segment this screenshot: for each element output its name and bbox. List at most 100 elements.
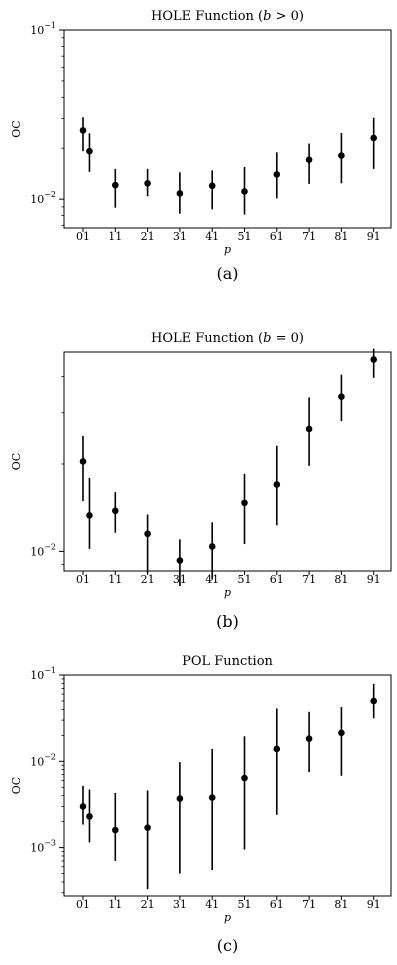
x-tick-label: 11 — [108, 573, 122, 586]
chart-title-variable: b — [263, 331, 271, 346]
data-point — [112, 507, 119, 515]
chart-title: POL Function — [182, 654, 273, 669]
data-point — [144, 180, 151, 187]
data-point — [208, 794, 216, 801]
y-tick-exponent: −1 — [44, 21, 56, 30]
chart-title-variable: b — [263, 9, 271, 24]
chart-title-text: POL Function — [182, 654, 273, 669]
data-point — [144, 824, 151, 832]
y-tick-label: 10−1 — [30, 21, 56, 37]
x-tick-label: 21 — [141, 573, 155, 586]
data-point — [176, 557, 184, 564]
chart-title-text-end: = 0) — [271, 331, 304, 346]
x-tick-label: 31 — [173, 230, 187, 243]
x-tick-label: 71 — [302, 898, 316, 911]
x-tick-label: 71 — [302, 573, 316, 586]
x-tick-label: 11 — [108, 898, 122, 911]
data-point — [338, 393, 345, 400]
y-tick-base: 10 — [30, 842, 44, 855]
chart-title-text: HOLE Function ( — [151, 9, 263, 24]
y-tick-base: 10 — [30, 24, 44, 37]
y-tick-label: 10−2 — [30, 190, 56, 206]
x-tick-label: 01 — [76, 573, 90, 586]
chart-title: HOLE Function (b > 0) — [151, 9, 304, 24]
data-point — [86, 813, 93, 820]
x-tick-label: 51 — [238, 573, 252, 586]
data-point — [144, 530, 151, 538]
data-point — [338, 729, 345, 737]
panel-caption: (b) — [216, 612, 239, 631]
x-tick-label: 21 — [141, 898, 155, 911]
x-tick-label: 61 — [270, 898, 284, 911]
x-tick-label: 91 — [367, 898, 381, 911]
data-point — [176, 190, 184, 197]
x-axis-label: p — [224, 586, 231, 599]
x-tick-label: 61 — [270, 230, 284, 243]
x-tick-label: 81 — [334, 230, 348, 243]
data-point — [208, 182, 216, 190]
x-axis-label: p — [224, 911, 231, 924]
data-point — [86, 512, 93, 519]
data-point — [338, 152, 345, 159]
data-point — [208, 543, 216, 550]
x-tick-label: 61 — [270, 573, 284, 586]
x-tick-label: 51 — [238, 898, 252, 911]
data-point — [370, 356, 378, 363]
y-tick-base: 10 — [30, 669, 44, 682]
data-point — [176, 795, 184, 802]
y-tick-exponent: −1 — [44, 666, 56, 675]
data-point — [305, 425, 313, 433]
y-tick-label: 10−3 — [30, 839, 56, 855]
x-tick-label: 41 — [205, 230, 219, 243]
chart-title-text: HOLE Function ( — [151, 331, 263, 346]
data-point — [305, 735, 313, 742]
y-tick-exponent: −2 — [44, 752, 56, 761]
data-point — [241, 188, 248, 195]
data-point — [305, 156, 313, 164]
plot-frame — [63, 674, 392, 897]
y-tick-exponent: −3 — [44, 839, 56, 848]
plot-frame — [63, 351, 392, 572]
y-tick-label: 10−2 — [30, 542, 56, 558]
y-tick-base: 10 — [30, 545, 44, 558]
y-axis-label: OC — [10, 453, 23, 470]
data-point — [241, 499, 248, 507]
x-axis-label: p — [224, 243, 231, 256]
data-point — [273, 171, 281, 178]
y-tick-exponent: −2 — [44, 190, 56, 199]
y-axis-label: OC — [10, 777, 23, 794]
data-point — [241, 774, 248, 782]
data-point — [79, 458, 87, 465]
x-tick-label: 81 — [334, 573, 348, 586]
data-point — [112, 826, 119, 834]
data-point — [86, 147, 93, 155]
y-tick-exponent: −2 — [44, 542, 56, 551]
x-tick-label: 01 — [76, 230, 90, 243]
y-tick-label: 10−2 — [30, 752, 56, 768]
x-tick-label: 21 — [141, 230, 155, 243]
y-tick-base: 10 — [30, 755, 44, 768]
x-tick-label: 51 — [238, 230, 252, 243]
x-tick-label: 01 — [76, 898, 90, 911]
x-tick-label: 91 — [367, 230, 381, 243]
data-point — [273, 745, 281, 753]
plot-frame — [63, 29, 392, 229]
x-tick-label: 91 — [367, 573, 381, 586]
data-point — [273, 481, 281, 488]
y-tick-label: 10−1 — [30, 666, 56, 682]
data-point — [370, 134, 378, 142]
data-point — [79, 127, 87, 134]
x-tick-label: 41 — [205, 898, 219, 911]
x-tick-label: 11 — [108, 230, 122, 243]
chart-title-text-end: > 0) — [271, 9, 304, 24]
data-point — [112, 181, 119, 189]
y-axis-label: OC — [10, 120, 23, 137]
x-tick-label: 81 — [334, 898, 348, 911]
panel-caption: (c) — [217, 936, 238, 955]
chart-title: HOLE Function (b = 0) — [151, 331, 304, 346]
x-tick-label: 31 — [173, 898, 187, 911]
